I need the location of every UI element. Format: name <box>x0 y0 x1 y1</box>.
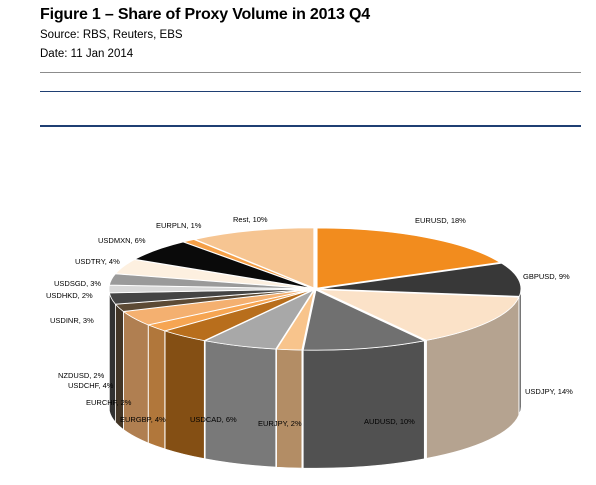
label-usdcad: USDCAD, 6% <box>190 415 237 424</box>
slice-side-eurgbp <box>164 330 205 459</box>
label-eurusd: EURUSD, 18% <box>415 216 466 225</box>
slice-usdtry <box>114 259 312 289</box>
slice-eurpln <box>182 239 313 289</box>
label-eurjpy: EURJPY, 2% <box>258 419 302 428</box>
slice-side-gbpusd <box>519 288 522 415</box>
chart-title: Figure 1 – Share of Proxy Volume in 2013… <box>40 6 370 23</box>
slice-usdjpy <box>318 289 520 341</box>
slice-audusd <box>302 289 426 351</box>
divider-blue-bottom <box>40 125 581 127</box>
slice-side-audusd <box>303 340 425 469</box>
slice-eurjpy <box>275 289 315 351</box>
label-eurgbp: EURGBP, 4% <box>120 415 166 424</box>
label-usdtry: USDTRY, 4% <box>75 257 120 266</box>
label-usdchf: USDCHF, 4% <box>68 381 114 390</box>
label-usdjpy: USDJPY, 14% <box>525 387 573 396</box>
slice-side-nzdusd <box>115 303 124 431</box>
label-rest: Rest, 10% <box>233 215 268 224</box>
divider-blue-top <box>40 91 581 92</box>
pie-labels: EURUSD, 18% GBPUSD, 9% USDJPY, 14% AUDUSD, … <box>46 215 573 428</box>
slice-eurusd <box>316 227 502 289</box>
slice-side-eurchf <box>148 324 165 450</box>
slice-usdmxn <box>133 241 313 289</box>
slice-side-usdcad <box>204 340 276 468</box>
slice-gbpusd <box>318 262 522 297</box>
slice-rest <box>193 227 315 289</box>
slice-side-eurjpy <box>276 348 303 469</box>
divider-gray <box>40 72 581 73</box>
date-note: Date: 11 Jan 2014 <box>40 48 134 60</box>
source-note: Source: RBS, Reuters, EBS <box>40 29 183 41</box>
label-usdmxn: USDMXN, 6% <box>98 236 146 245</box>
label-gbpusd: GBPUSD, 9% <box>523 272 570 281</box>
label-usdinr: USDINR, 3% <box>50 316 94 325</box>
label-usdsgd: USDSGD, 3% <box>54 279 101 288</box>
label-eurchf: EURCHF, 2% <box>86 398 132 407</box>
label-usdhkd: USDHKD, 2% <box>46 291 93 300</box>
label-nzdusd: NZDUSD, 2% <box>58 371 105 380</box>
pie-sides <box>108 288 522 469</box>
pie-tops <box>108 227 522 351</box>
label-audusd: AUDUSD, 10% <box>364 417 415 426</box>
slice-usdcad <box>203 289 315 350</box>
label-eurpln: EURPLN, 1% <box>156 221 202 230</box>
